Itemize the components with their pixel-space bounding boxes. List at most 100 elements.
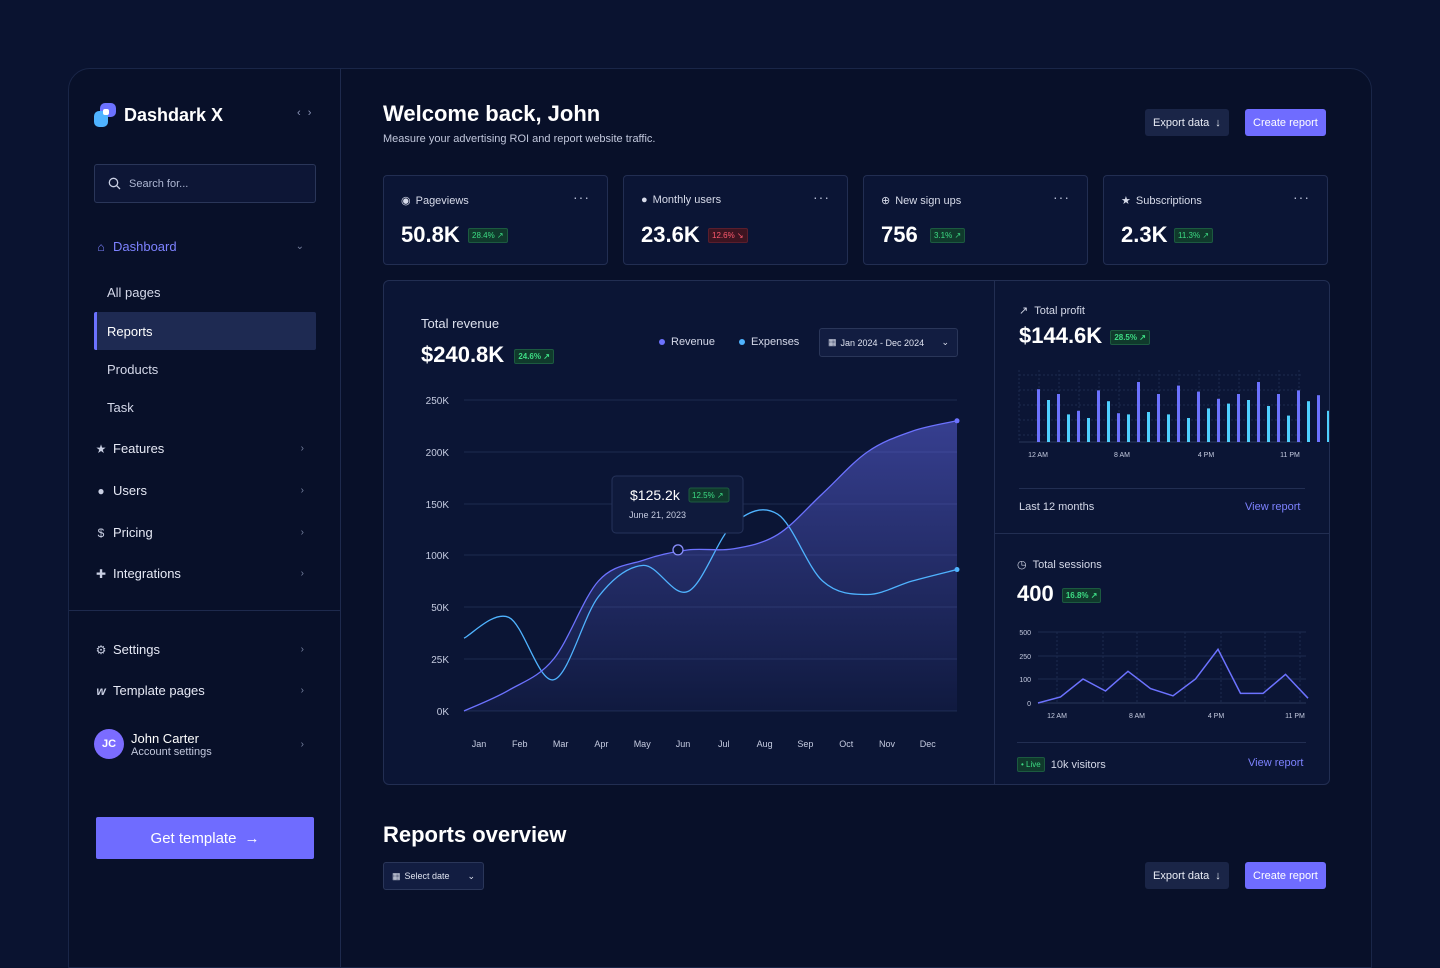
tooltip-date: June 21, 2023 <box>629 510 686 520</box>
stat-change: 12.6% <box>712 231 735 240</box>
x-tick-label: 4 PM <box>1198 452 1215 459</box>
profit-bar <box>1197 391 1200 442</box>
trend-icon: ↗ <box>1019 305 1029 317</box>
reports-create-report-button[interactable]: Create report <box>1245 862 1326 889</box>
profit-bar <box>1237 394 1240 442</box>
date-range-select[interactable]: ▦ Jan 2024 - Dec 2024 ⌄ <box>819 328 958 357</box>
stat-value: 23.6K <box>641 222 700 247</box>
more-icon[interactable]: ··· <box>573 189 590 205</box>
avatar-initials: JC <box>101 738 117 750</box>
sidebar-divider <box>69 610 341 611</box>
profit-bar <box>1287 415 1290 442</box>
sessions-title: ◷ Total sessions <box>1017 558 1102 572</box>
y-tick-label: 0 <box>1027 701 1031 708</box>
x-tick-label: 4 PM <box>1208 713 1225 720</box>
sidebar-item-pricing[interactable]: $ Pricing › <box>94 525 316 540</box>
chevron-down-icon: ⌄ <box>467 870 475 881</box>
more-icon[interactable]: ··· <box>813 189 830 205</box>
sidebar-subitem-label: Reports <box>107 323 153 339</box>
select-date-label: Select date <box>404 871 450 881</box>
sidebar-item-dashboard[interactable]: ⌂ Dashboard ⌄ <box>94 239 316 254</box>
stat-change-badge: 11.3% ↗ <box>1174 228 1214 243</box>
create-report-button[interactable]: Create report <box>1245 109 1326 136</box>
x-tick-label: 11 PM <box>1280 452 1300 459</box>
chevron-down-icon: ⌄ <box>295 241 304 252</box>
reports-export-data-button[interactable]: Export data ↓ <box>1145 862 1229 889</box>
avatar: JC <box>94 729 124 759</box>
dollar-icon: $ <box>97 525 105 540</box>
brand-name: Dashdark X <box>124 104 224 125</box>
more-icon[interactable]: ··· <box>1293 189 1310 205</box>
get-template-button[interactable]: Get template → <box>96 817 314 859</box>
sidebar-subitem-products[interactable]: Products <box>94 350 316 388</box>
eye-icon: ◉ <box>401 195 411 207</box>
sessions-change: 16.8% <box>1065 590 1089 600</box>
create-label: Create report <box>1253 116 1318 129</box>
x-tick-label: Jan <box>472 739 487 749</box>
webflow-icon: w <box>96 683 106 698</box>
reports-overview-title: Reports overview <box>383 822 567 847</box>
y-tick-label: 50K <box>431 603 449 614</box>
page-subtitle: Measure your advertising ROI and report … <box>383 133 656 145</box>
sessions-divider <box>1017 742 1306 743</box>
select-date-dropdown[interactable]: ▦ Select date ⌄ <box>383 862 484 890</box>
search-input[interactable]: Search for... <box>94 164 316 203</box>
profit-view-report-link[interactable]: View report <box>1245 501 1301 513</box>
sidebar-subitem-reports[interactable]: Reports <box>94 312 316 350</box>
profit-bar <box>1107 401 1110 442</box>
revenue-title: Total revenue <box>421 316 500 331</box>
chevron-right-icon: › <box>300 485 304 496</box>
profit-change: 28.5% <box>1114 332 1137 342</box>
tooltip-badge <box>688 487 730 503</box>
revenue-chart: 250K 200K 150K 100K 50K 25K 0K Jan Feb Mar Apr May J… <box>426 396 960 749</box>
revenue-amount: $240.8K <box>421 342 505 367</box>
brand[interactable]: Dashdark X <box>94 103 223 127</box>
profit-bar <box>1297 390 1300 442</box>
sidebar-item-features[interactable]: ★ Features › <box>94 441 316 456</box>
profit-bar <box>1177 385 1180 442</box>
y-tick-label: 500 <box>1019 630 1031 637</box>
profit-bar <box>1137 382 1140 442</box>
y-tick-label: 25K <box>431 655 449 666</box>
export-data-button[interactable]: Export data ↓ <box>1145 109 1229 136</box>
stat-card-new-signups: ⊕ New sign ups ··· 756 3.1% ↗ <box>863 175 1088 265</box>
x-tick-label: Aug <box>757 739 773 749</box>
sessions-value: 400 16.8% ↗ <box>1017 581 1102 607</box>
y-tick-label: 100 <box>1019 677 1031 684</box>
stat-label: New sign ups <box>895 194 962 207</box>
chevrons-icon[interactable]: ‹ › <box>297 107 314 119</box>
sidebar-item-label: Features <box>113 441 165 456</box>
home-icon: ⌂ <box>97 239 105 254</box>
profit-divider <box>1019 488 1305 489</box>
sidebar-item-template-pages[interactable]: w Template pages › <box>94 683 316 698</box>
stat-change: 11.3% <box>1178 231 1201 240</box>
y-tick-label: 250 <box>1019 654 1031 661</box>
user-icon: ● <box>641 194 648 206</box>
x-tick-label: 12 AM <box>1047 713 1067 720</box>
legend-label: Revenue <box>671 336 716 348</box>
sidebar-subitem-all-pages[interactable]: All pages <box>94 273 316 311</box>
x-tick-label: 11 PM <box>1285 713 1305 720</box>
user-account[interactable]: JC John Carter Account settings › <box>94 729 316 759</box>
right-column-divider <box>995 533 1329 534</box>
user-name: John Carter <box>131 730 199 746</box>
stat-label: Pageviews <box>415 194 469 207</box>
sessions-view-report-link[interactable]: View report <box>1248 757 1304 769</box>
legend-label: Expenses <box>751 336 800 348</box>
search-icon <box>108 177 121 190</box>
x-tick-label: Feb <box>512 739 528 749</box>
sidebar-item-integrations[interactable]: ✚ Integrations › <box>94 566 316 581</box>
more-icon[interactable]: ··· <box>1053 189 1070 205</box>
x-tick-label: Mar <box>553 739 569 749</box>
sidebar-item-users[interactable]: ● Users › <box>94 483 316 498</box>
main-content: Welcome back, John Measure your advertis… <box>341 69 1371 967</box>
tooltip-box <box>611 475 744 534</box>
sidebar-subitem-task[interactable]: Task <box>94 388 316 426</box>
profit-bar <box>1257 382 1260 442</box>
tooltip-point <box>672 544 684 556</box>
sidebar-item-settings[interactable]: ⚙ Settings › <box>94 642 316 657</box>
stat-value: 2.3K <box>1121 222 1168 247</box>
stat-change: 3.1% <box>934 231 953 240</box>
sessions-line-chart: 500 250 100 0 12 AM 8 AM 4 PM 11 PM <box>1019 630 1309 720</box>
puzzle-icon: ✚ <box>95 566 107 581</box>
